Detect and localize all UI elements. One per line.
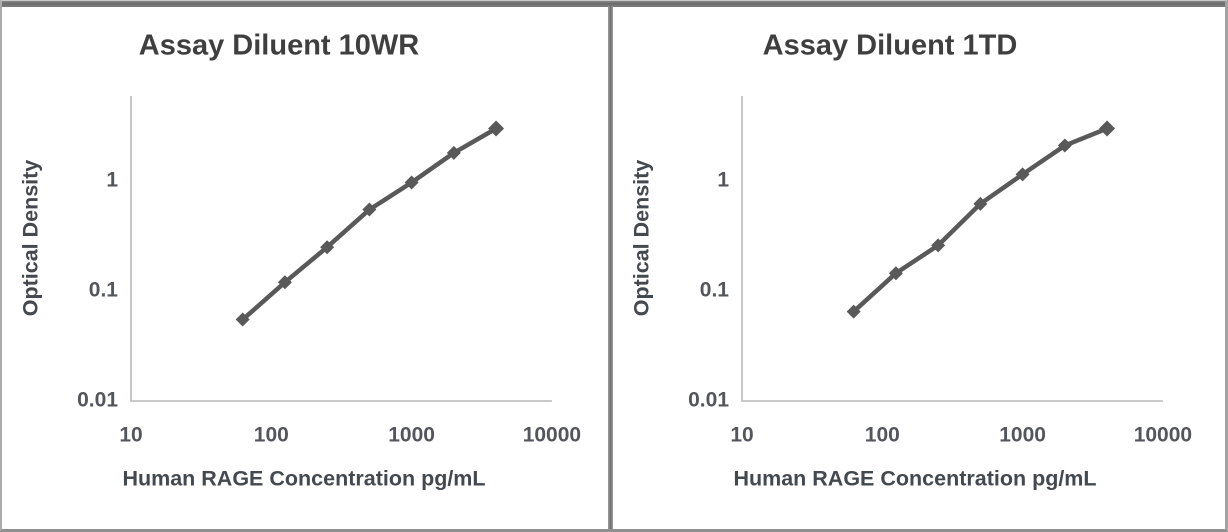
panel-divider — [608, 6, 613, 529]
data-point-marker — [1015, 167, 1030, 182]
frame-top-border — [2, 1, 1225, 7]
plot-area: 10 100 1000 10000 1 0.1 0.01 — [77, 96, 581, 447]
series-line — [851, 126, 1110, 314]
x-tick-label: 10 — [730, 424, 753, 447]
axis-lines — [130, 96, 552, 402]
x-tick-label: 1000 — [388, 424, 435, 447]
plot-area: 10 100 1000 10000 1 0.1 0.01 — [688, 96, 1192, 447]
x-axis-title: Human RAGE Concentration pg/mL — [733, 467, 1096, 491]
y-axis-title: Optical Density — [19, 160, 43, 317]
chart-svg-1: Assay Diluent 1TD Optical Density Human … — [630, 30, 1192, 491]
chart-title: Assay Diluent 1TD — [763, 30, 1018, 62]
data-point-marker — [488, 120, 505, 137]
x-tick-label: 10000 — [523, 424, 581, 447]
x-tick-label: 1000 — [999, 424, 1046, 447]
chart-title: Assay Diluent 10WR — [139, 30, 419, 62]
data-point-marker — [888, 266, 903, 281]
chart-svg-0: Assay Diluent 10WR Optical Density Human… — [19, 30, 581, 491]
data-point-marker — [404, 175, 419, 190]
data-point-marker — [846, 304, 861, 319]
y-tick-label: 0.1 — [89, 279, 119, 302]
x-tick-label: 10000 — [1134, 424, 1192, 447]
data-point-marker — [235, 312, 250, 327]
y-tick-label: 1 — [717, 169, 729, 192]
x-tick-label: 10 — [119, 424, 142, 447]
chart-panel-left: Assay Diluent 10WR Optical Density Human… — [2, 7, 608, 529]
data-point-marker — [973, 196, 988, 211]
axis-lines — [741, 96, 1163, 402]
data-point-marker — [1057, 138, 1072, 153]
x-tick-label: 100 — [865, 424, 900, 447]
data-point-marker — [277, 275, 292, 290]
y-tick-label: 0.01 — [77, 389, 118, 412]
chart-panel-right: Assay Diluent 1TD Optical Density Human … — [613, 7, 1225, 529]
y-tick-label: 1 — [106, 169, 118, 192]
y-tick-label: 0.01 — [688, 389, 729, 412]
data-point-marker — [446, 145, 461, 160]
data-point-marker — [320, 240, 335, 255]
series-line — [240, 126, 499, 322]
y-axis-title: Optical Density — [630, 160, 654, 317]
data-point-marker — [931, 238, 946, 253]
y-tick-label: 0.1 — [700, 279, 730, 302]
x-axis-title: Human RAGE Concentration pg/mL — [122, 467, 485, 491]
x-tick-label: 100 — [254, 424, 289, 447]
data-point-marker — [1099, 120, 1116, 137]
data-point-marker — [362, 202, 377, 217]
